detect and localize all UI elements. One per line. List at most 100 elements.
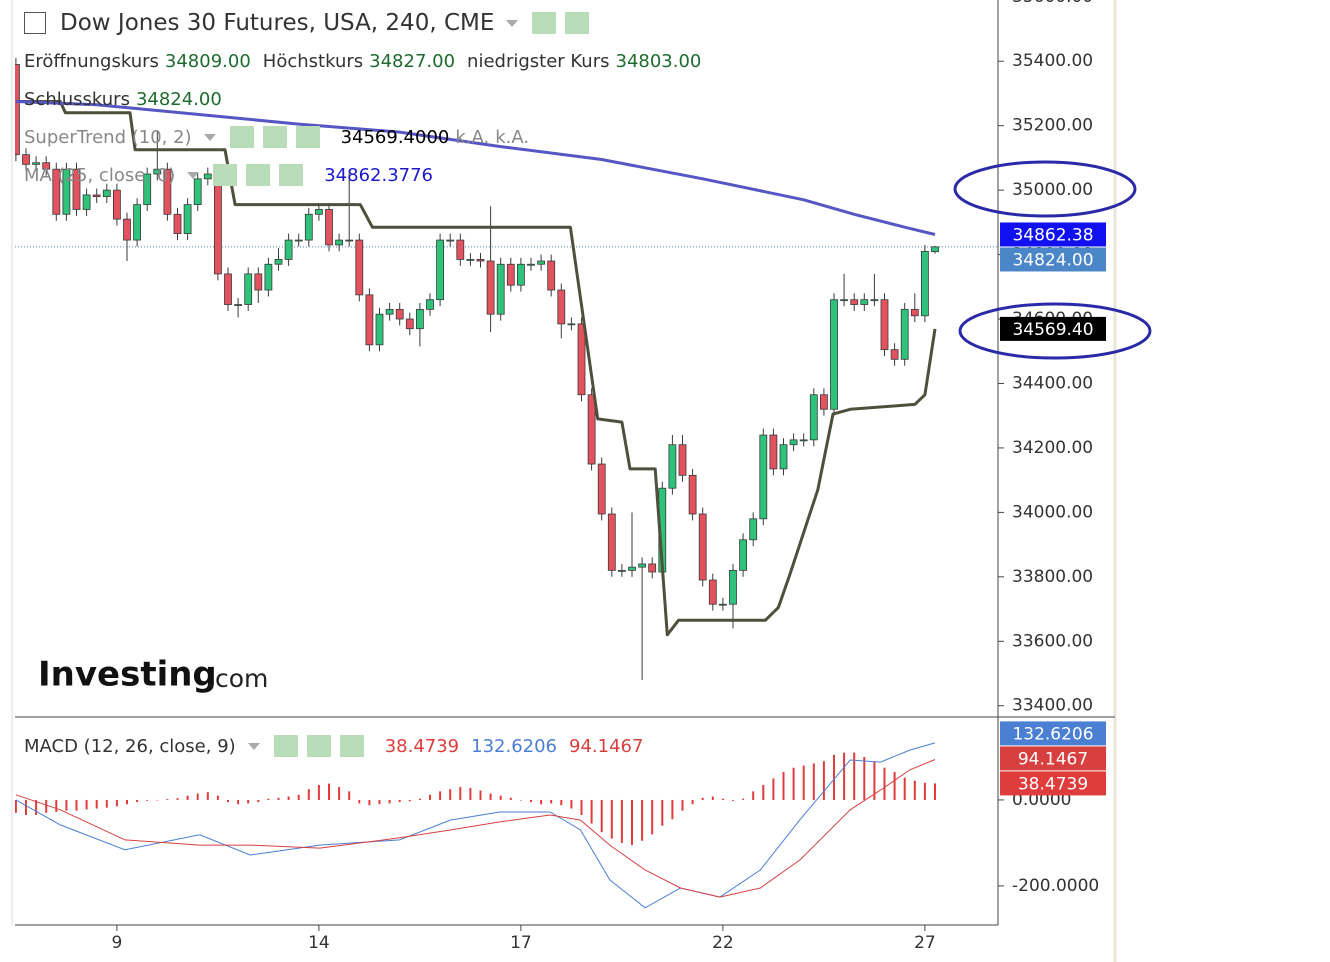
y-tick-label: 33800.00: [1012, 567, 1093, 587]
histogram-bar: [85, 799, 88, 810]
candle-body: [799, 439, 808, 442]
histogram-bar: [65, 799, 68, 811]
indicator-name: MA (25, close, 0): [24, 164, 176, 186]
macd-plot: [15, 742, 936, 909]
histogram-bar: [570, 799, 573, 809]
annotation-ellipse: [958, 302, 1152, 360]
icon[interactable]: [339, 735, 364, 757]
price-tag: [1000, 247, 1106, 272]
histogram-bar: [297, 794, 300, 800]
histogram-bar: [681, 799, 684, 811]
icon[interactable]: [213, 164, 238, 186]
candle-body: [426, 299, 434, 310]
candle-body: [15, 64, 20, 156]
indicator-name: SuperTrend (10, 2): [24, 126, 192, 148]
dropdown[interactable]: [203, 133, 216, 141]
candle-body: [577, 323, 586, 396]
histogram-bar: [247, 799, 250, 804]
indicator-value: 34569.4000: [340, 126, 450, 148]
logo-brand: Investing: [38, 655, 217, 695]
icon[interactable]: [532, 12, 557, 34]
histogram-bar: [216, 795, 219, 800]
candle-body: [244, 273, 253, 305]
chart-title: Dow Jones 30 Futures, USA, 240, CME: [60, 10, 495, 36]
histogram-bar: [802, 765, 805, 800]
histogram-bar: [196, 793, 199, 800]
dropdown[interactable]: [506, 19, 519, 27]
histogram-bar: [126, 799, 128, 805]
indicator-value: 34862.3776: [324, 164, 434, 186]
icon[interactable]: [262, 126, 287, 148]
candle-body: [537, 260, 545, 265]
candle-body: [143, 173, 152, 206]
histogram-bar: [863, 756, 866, 800]
histogram-bar: [711, 796, 714, 800]
candle-body: [749, 518, 758, 541]
dropdown[interactable]: [247, 742, 260, 750]
candle-body: [62, 168, 71, 215]
indicator-value: 94.1467: [569, 735, 644, 757]
histogram-bar: [560, 799, 563, 806]
candle-body: [22, 154, 30, 165]
histogram-bar: [15, 799, 17, 813]
candle-body: [890, 349, 899, 360]
icon[interactable]: [273, 735, 298, 757]
candle-body: [92, 194, 101, 197]
histogram-bar: [509, 797, 512, 800]
histogram-bar: [348, 791, 351, 800]
y-tick-label: 35400.00: [1012, 51, 1093, 71]
candle-body: [547, 260, 556, 291]
icon[interactable]: [279, 164, 304, 186]
candle-body: [900, 308, 909, 360]
histogram-bar: [227, 799, 229, 803]
histogram-bar: [641, 799, 644, 841]
candle-body: [264, 263, 273, 291]
candle-body: [203, 173, 212, 180]
icon[interactable]: [565, 12, 590, 34]
candle-body: [759, 434, 768, 520]
candle-body: [809, 394, 818, 441]
legend-value: 34809.00: [164, 51, 251, 72]
histogram-bar: [378, 799, 381, 805]
candle-body: [648, 563, 657, 573]
candle-body: [436, 239, 445, 301]
candle-body: [234, 304, 243, 306]
icon[interactable]: [246, 164, 271, 186]
supertrend-legend: SuperTrend (10, 2) 34569.4000 k.A. k.A.: [24, 126, 529, 148]
histogram-bar: [277, 797, 280, 800]
histogram-bar: [338, 787, 341, 800]
candle-body: [607, 513, 616, 571]
histogram-bar: [75, 799, 78, 811]
indicator-value: 132.6206: [471, 735, 558, 757]
histogram-bar: [651, 799, 654, 835]
candle-body: [789, 439, 798, 446]
price-tags: 34862.38 34824.00 34569.40 132.6206 94.1467 3…: [1000, 222, 1106, 796]
histogram-bar: [893, 772, 896, 800]
histogram-bar: [833, 754, 835, 800]
icon[interactable]: [295, 126, 320, 148]
candle-body: [880, 299, 889, 351]
y-tick-label: 35000.00: [1012, 180, 1093, 200]
candle-body: [365, 294, 374, 346]
price-tag-label: 132.6206: [1012, 724, 1093, 744]
icon[interactable]: [306, 735, 331, 757]
y-tick-label: 34200.00: [1012, 438, 1093, 458]
candle-body: [123, 218, 131, 241]
price-tag: [1000, 746, 1106, 771]
y-tick-label: -200.0000: [1012, 876, 1099, 896]
icon[interactable]: [229, 126, 254, 148]
histogram-bar: [671, 799, 674, 820]
indicator-value: k.A.: [495, 126, 530, 148]
candle-body: [698, 513, 707, 581]
y-tick-label: 33600.00: [1012, 631, 1093, 651]
dropdown[interactable]: [187, 171, 200, 179]
histogram-bar: [843, 752, 846, 800]
histogram-bar: [631, 799, 633, 846]
candle-body: [870, 299, 879, 302]
legend-label: Höchstkurs: [262, 51, 364, 72]
candle-body: [325, 209, 333, 246]
collapse-icon[interactable]: [24, 12, 46, 34]
histogram-bar: [519, 799, 522, 801]
candle-body: [638, 563, 646, 568]
legend-label: Eröffnungskurs: [24, 51, 159, 72]
